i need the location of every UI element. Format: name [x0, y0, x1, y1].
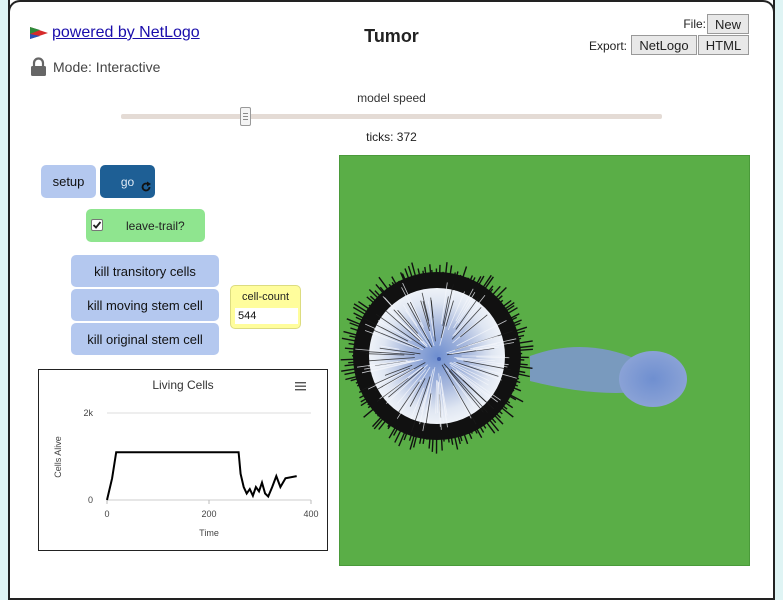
setup-button-label: setup [53, 174, 85, 189]
cell-count-monitor: cell-count 544 [230, 285, 301, 329]
mode-indicator[interactable]: Mode: Interactive [30, 57, 160, 77]
living-cells-plot-svg: Living Cells Cells Alive Time 0 2k 0 200 400 [39, 370, 327, 550]
cell-count-value: 544 [235, 308, 298, 324]
plot-x-axis-label: Time [199, 528, 219, 538]
plot-y-tick-label: 0 [88, 495, 93, 505]
living-cells-plot: Living Cells Cells Alive Time 0 2k 0 200 400 [38, 369, 328, 551]
secondary-tumor [619, 351, 687, 407]
kill-moving-stem-cell-label: kill moving stem cell [87, 298, 203, 313]
plot-lines [107, 452, 297, 500]
kill-original-stem-cell-label: kill original stem cell [87, 332, 203, 347]
plot-x-tick-label: 200 [201, 509, 216, 519]
model-speed-slider-thumb[interactable] [240, 107, 251, 126]
go-button-label: go [121, 175, 134, 189]
leave-trail-label: leave-trail? [126, 219, 185, 233]
setup-button[interactable]: setup [41, 165, 96, 198]
cell-count-label: cell-count [231, 291, 300, 303]
kill-original-stem-cell-button[interactable]: kill original stem cell [71, 323, 219, 355]
plot-y-tick-label: 2k [83, 408, 93, 418]
leave-trail-switch[interactable]: leave-trail? [86, 209, 205, 242]
go-button[interactable]: go [100, 165, 155, 198]
world-view[interactable] [339, 155, 750, 566]
plot-series-line [107, 452, 297, 500]
export-label: Export: [589, 39, 627, 53]
model-speed-slider[interactable] [121, 114, 662, 119]
plot-menu-icon[interactable] [295, 382, 306, 390]
plot-y-axis-label: Cells Alive [53, 436, 63, 478]
world-view-canvas [340, 156, 749, 565]
original-stem-cell [437, 357, 441, 361]
plot-x-tick-label: 0 [104, 509, 109, 519]
lock-icon [30, 57, 47, 77]
plot-axes: 0 2k 0 200 400 [83, 408, 318, 519]
mode-label: Mode: Interactive [53, 59, 160, 75]
forever-icon [140, 181, 152, 193]
export-netlogo-button[interactable]: NetLogo [631, 35, 697, 55]
plot-title: Living Cells [152, 378, 213, 392]
ticks-counter: ticks: 372 [0, 130, 783, 144]
export-html-button[interactable]: HTML [698, 35, 749, 55]
plot-x-tick-label: 400 [303, 509, 318, 519]
leave-trail-checkbox[interactable] [91, 219, 103, 231]
file-label: File: [683, 17, 706, 31]
kill-moving-stem-cell-button[interactable]: kill moving stem cell [71, 289, 219, 321]
model-speed-label: model speed [0, 91, 783, 105]
netlogo-frame-top [8, 0, 775, 12]
kill-transitory-cells-button[interactable]: kill transitory cells [71, 255, 219, 287]
new-button[interactable]: New [707, 14, 749, 34]
checkmark-icon [92, 220, 102, 230]
kill-transitory-cells-label: kill transitory cells [94, 264, 196, 279]
